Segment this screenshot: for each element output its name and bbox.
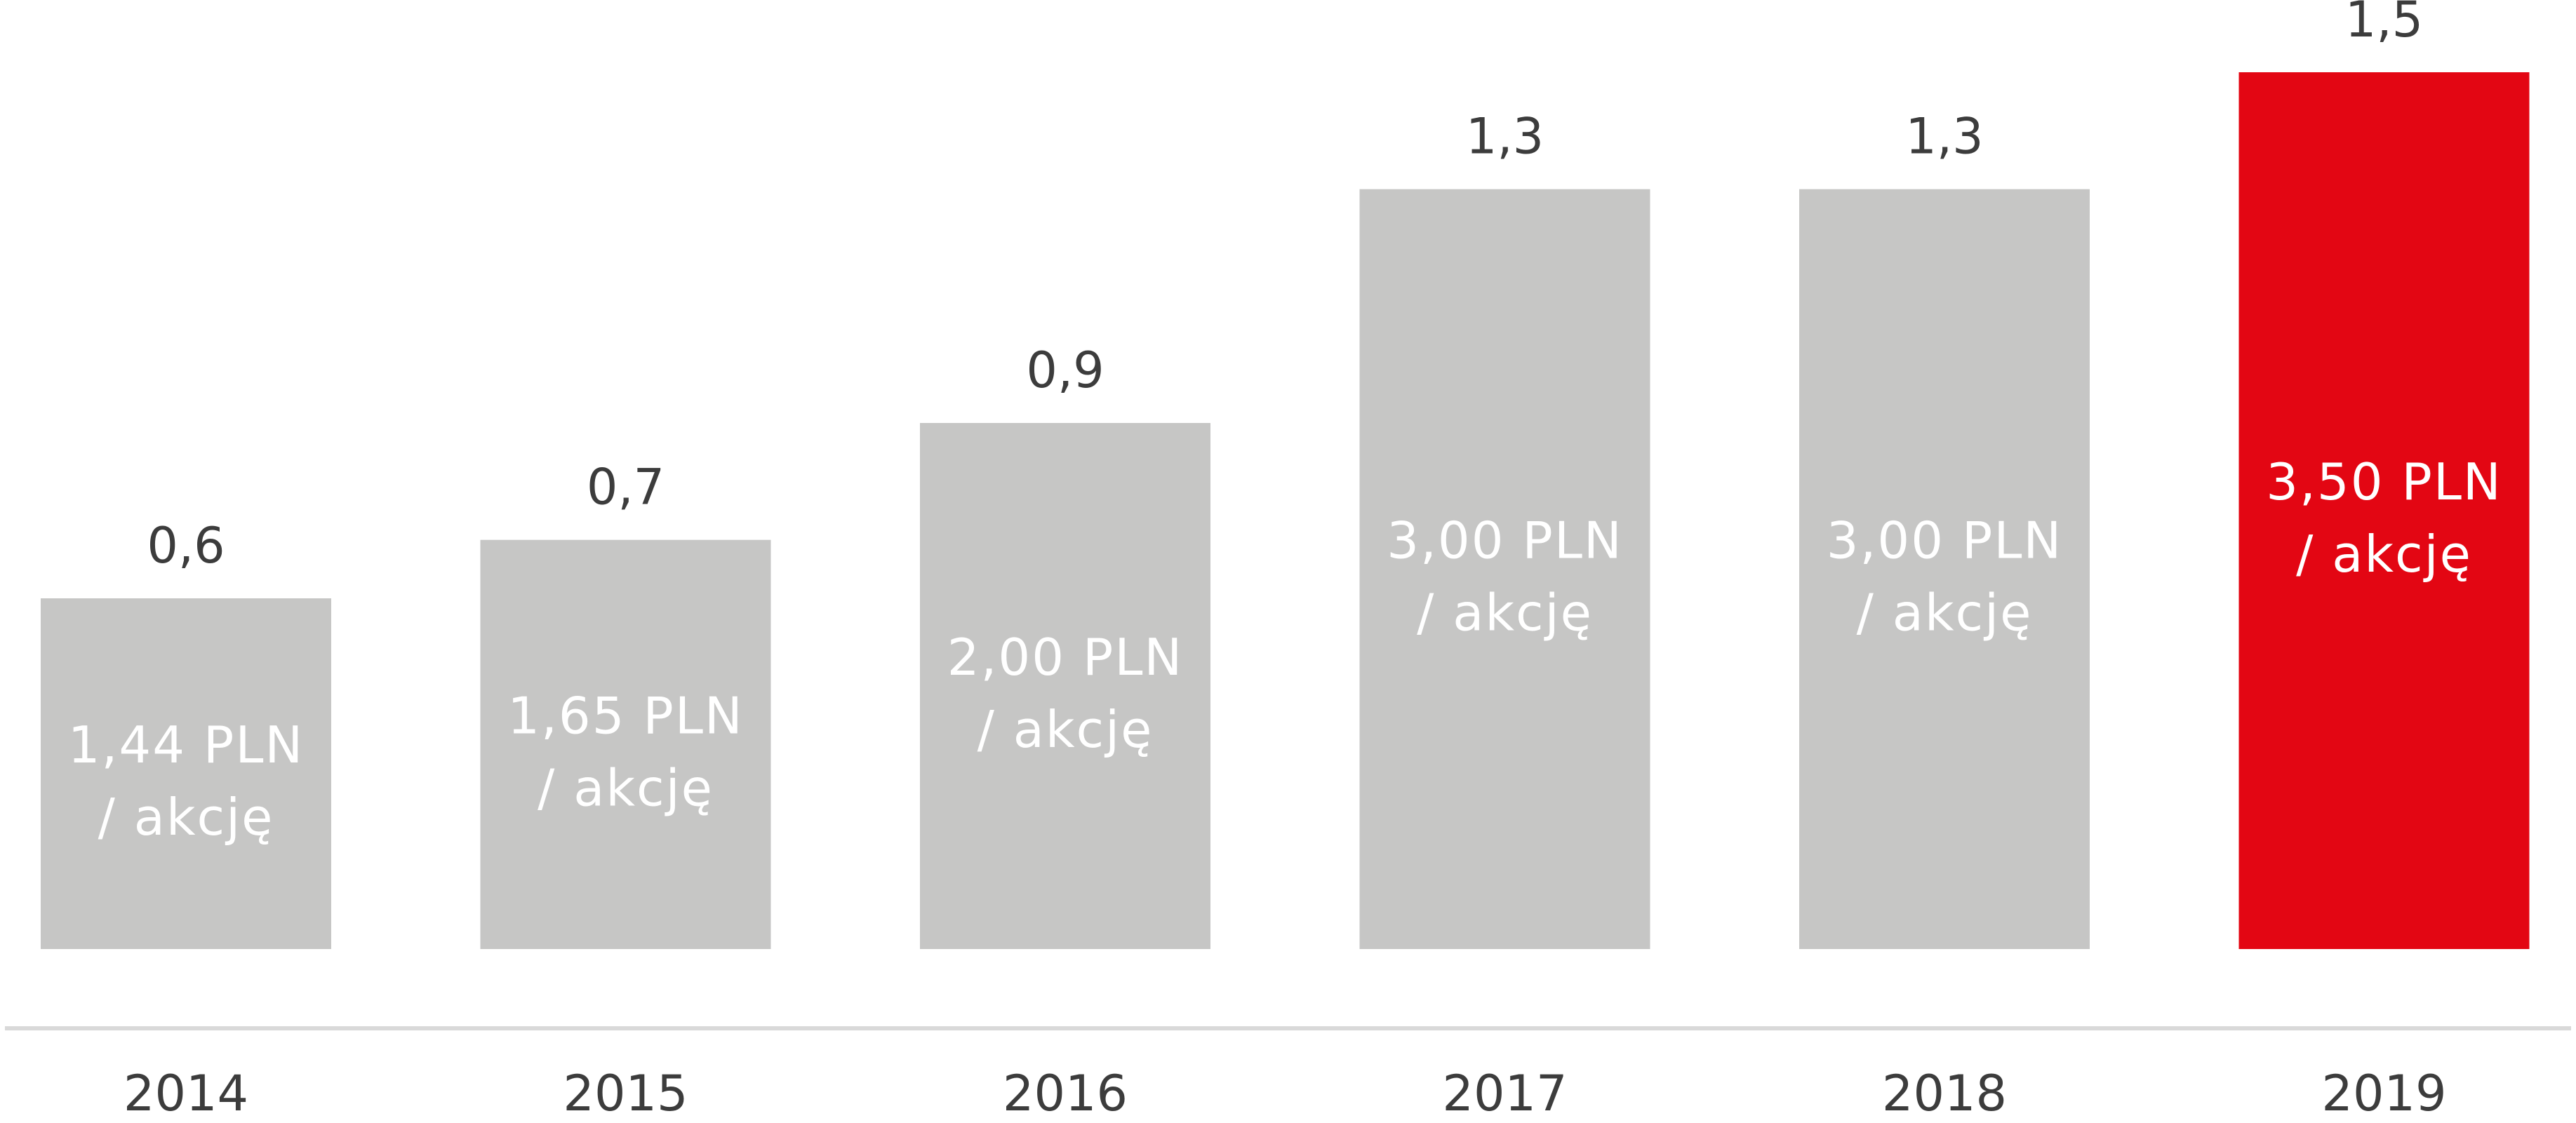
- bar-inner-label: 3,50 PLN: [2266, 452, 2502, 511]
- bar-inner-label: / akcję: [538, 758, 714, 817]
- value-label: 0,6: [147, 517, 225, 574]
- value-label: 1,3: [1466, 108, 1544, 166]
- x-tick-label: 2019: [2321, 1065, 2446, 1122]
- bar: [2238, 72, 2530, 949]
- bar: [480, 539, 771, 949]
- value-label: 1,5: [2345, 0, 2423, 48]
- x-tick-label: 2014: [124, 1065, 248, 1122]
- bar-inner-label: / akcję: [2296, 525, 2472, 584]
- bar: [41, 598, 331, 949]
- x-tick-label: 2015: [563, 1065, 688, 1122]
- bar: [1359, 189, 1650, 950]
- bar-inner-label: / akcję: [1857, 583, 2033, 642]
- value-label: 0,9: [1026, 342, 1104, 399]
- bar-inner-label: / akcję: [98, 788, 274, 847]
- bar-inner-label: 2,00 PLN: [947, 628, 1184, 687]
- value-label: 0,7: [587, 459, 665, 516]
- bar-inner-label: 1,65 PLN: [507, 686, 744, 745]
- bar-inner-label: / akcję: [1417, 583, 1593, 642]
- x-tick-label: 2018: [1882, 1065, 2007, 1122]
- bar: [920, 423, 1210, 949]
- bar: [1799, 189, 2090, 950]
- bar-inner-label: 3,00 PLN: [1827, 511, 2063, 570]
- value-label: 1,3: [1905, 108, 1983, 166]
- x-tick-label: 2016: [1003, 1065, 1128, 1122]
- x-tick-label: 2017: [1442, 1065, 1567, 1122]
- bar-inner-label: 1,44 PLN: [68, 715, 305, 774]
- bar-inner-label: / akcję: [977, 700, 1154, 759]
- bar-inner-label: 3,00 PLN: [1387, 511, 1623, 570]
